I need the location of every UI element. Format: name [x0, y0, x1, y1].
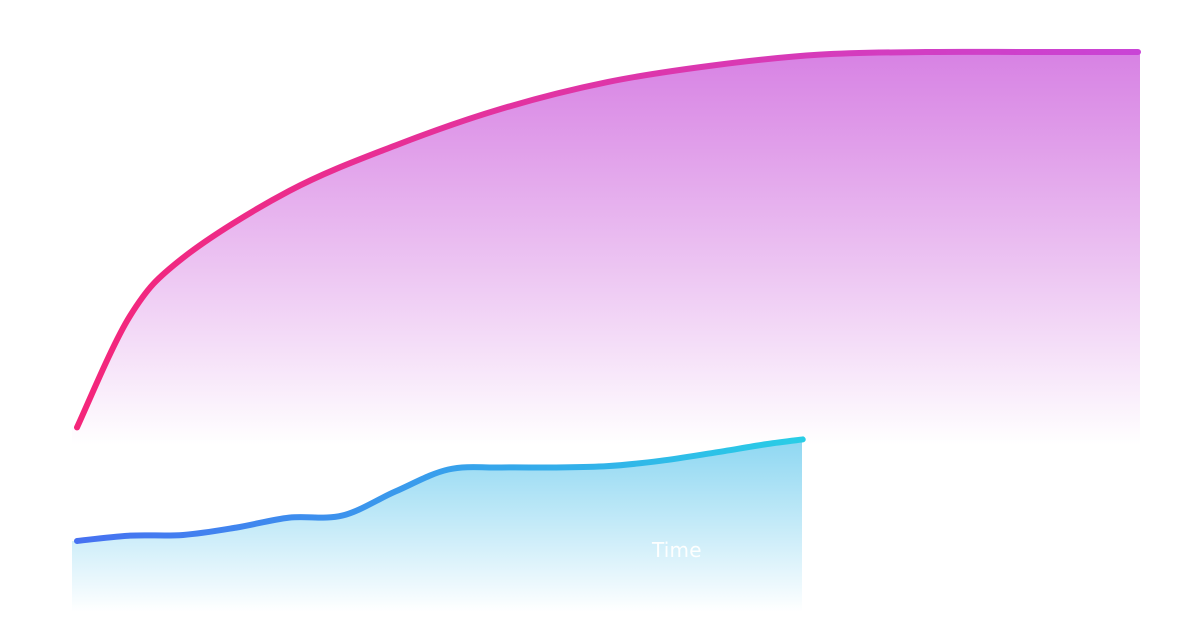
series-1-line	[74, 48, 1141, 431]
series-1-area	[72, 51, 1140, 446]
series-2-line	[74, 436, 806, 544]
series-2-area	[72, 439, 803, 612]
